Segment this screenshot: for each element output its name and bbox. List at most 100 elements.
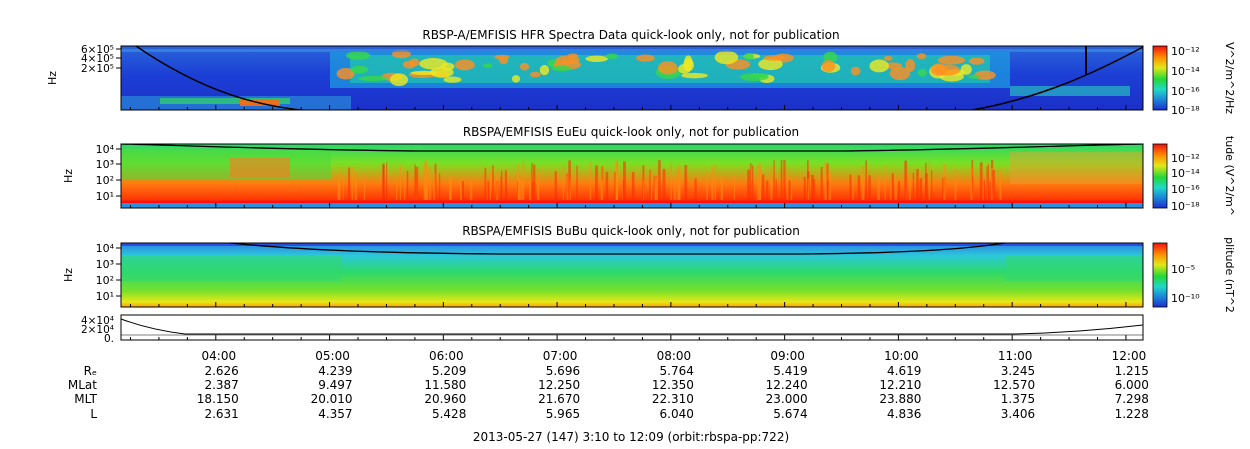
- ephemeris-value: 5.965: [546, 407, 580, 421]
- hfr-cbar-tick: 10⁻¹⁶: [1171, 85, 1200, 98]
- bubu-colorbar: 10⁻⁵ 10⁻¹⁰ plitude (nT^2: [1152, 237, 1236, 313]
- eueu-ytick-label: 10⁴: [96, 143, 115, 156]
- bubu-ylabel: Hz: [62, 268, 75, 282]
- line-ytick-label: 2×10⁴: [81, 324, 114, 336]
- eueu-panel: RBSPA/EMFISIS EuEu quick-look only, not …: [62, 125, 1236, 216]
- ephemeris-value: 4.619: [887, 364, 921, 378]
- x-tick-label: 04:00: [202, 349, 237, 363]
- ephemeris-value: 5.209: [432, 364, 466, 378]
- line-panel: 4×10⁴ 2×10⁴ 0.: [81, 314, 1144, 345]
- eueu-cbar-tick: 10⁻¹⁸: [1171, 200, 1200, 213]
- x-axis-labels: 04:00 05:00 06:00 07:00 08:00 09:00 10:00 11:00…: [202, 349, 1147, 363]
- eueu-ylabel: Hz: [62, 169, 75, 183]
- ephemeris-value: 20.960: [424, 392, 466, 406]
- hfr-title: RBSP-A/EMFISIS HFR Spectra Data quick-lo…: [422, 28, 839, 42]
- hfr-cbar-tick: 10⁻¹²: [1171, 45, 1200, 58]
- ephemeris-value: 12.210: [879, 378, 921, 392]
- hfr-colorbar: 10⁻¹² 10⁻¹⁴ 10⁻¹⁶ 10⁻¹⁸ V^2/m^2/Hz: [1152, 42, 1236, 117]
- ephemeris-value: 5.419: [773, 364, 807, 378]
- hfr-cbar-label: V^2/m^2/Hz: [1223, 42, 1236, 114]
- ephemeris-value: 21.670: [538, 392, 580, 406]
- ephemeris-value: 11.580: [424, 378, 466, 392]
- ephemeris-value: 12.250: [538, 378, 580, 392]
- bubu-ytick-label: 10¹: [96, 290, 114, 303]
- bubu-title: RBSPA/EMFISIS BuBu quick-look only, not …: [462, 224, 800, 238]
- hfr-yticks: 6×10⁵ 4×10⁵ 2×10⁵: [81, 44, 121, 75]
- ephemeris-value: 2.626: [204, 364, 238, 378]
- ephemeris-value: 1.375: [1001, 392, 1035, 406]
- ephemeris-value: 5.696: [546, 364, 580, 378]
- footer-caption: 2013-05-27 (147) 3:10 to 12:09 (orbit:rb…: [473, 430, 789, 444]
- x-tick-label: 07:00: [543, 349, 578, 363]
- ephemeris-row-label: MLat: [68, 378, 97, 392]
- ephemeris-row-label: Rₑ: [84, 364, 97, 378]
- bubu-panel: RBSPA/EMFISIS BuBu quick-look only, not …: [62, 224, 1236, 313]
- ephemeris-value: 7.298: [1115, 392, 1149, 406]
- ephemeris-value: 2.631: [204, 407, 238, 421]
- eueu-cbar-tick: 10⁻¹⁶: [1171, 183, 1200, 196]
- line-ytick-label: 0.: [104, 333, 114, 345]
- ephemeris-value: 20.010: [311, 392, 353, 406]
- ephemeris-value: 4.239: [318, 364, 352, 378]
- eueu-spectrogram: [121, 144, 1143, 208]
- bubu-yticks: 10⁴ 10³ 10² 10¹: [96, 242, 121, 303]
- ephemeris-value: 1.215: [1115, 364, 1149, 378]
- ephemeris-value: 18.150: [197, 392, 239, 406]
- bubu-cbar-label: plitude (nT^2: [1223, 237, 1236, 313]
- ephemeris-value: 9.497: [318, 378, 352, 392]
- x-tick-label: 11:00: [998, 349, 1033, 363]
- ephemeris-value: 6.040: [660, 407, 694, 421]
- hfr-ytick-label: 4×10⁵: [81, 53, 114, 65]
- eueu-ytick-label: 10²: [96, 174, 114, 187]
- eueu-title: RBSPA/EMFISIS EuEu quick-look only, not …: [463, 125, 799, 139]
- hfr-boundary-curve: [135, 46, 1143, 110]
- hfr-panel: RBSP-A/EMFISIS HFR Spectra Data quick-lo…: [46, 28, 1236, 117]
- eueu-cbar-tick: 10⁻¹²: [1171, 152, 1200, 165]
- ephemeris-value: 3.406: [1001, 407, 1035, 421]
- bubu-cbar-tick: 10⁻¹⁰: [1171, 292, 1200, 305]
- ephemeris-value: 12.570: [993, 378, 1035, 392]
- ephemeris-value: 4.836: [887, 407, 921, 421]
- eueu-boundary-curve: [121, 144, 1143, 152]
- eueu-ytick-label: 10¹: [96, 190, 114, 203]
- ephemeris-value: 5.764: [660, 364, 694, 378]
- bubu-spectrogram: [121, 243, 1143, 307]
- ephemeris-row-label: L: [90, 407, 97, 421]
- line-panel-trace: [120, 318, 1144, 335]
- eueu-cbar-tick: 10⁻¹⁴: [1171, 167, 1200, 180]
- bubu-ytick-label: 10²: [96, 274, 114, 287]
- hfr-cbar-tick: 10⁻¹⁴: [1171, 65, 1200, 78]
- eueu-cbar-label: tude (V^2/m^: [1223, 136, 1236, 216]
- ephemeris-value: 6.000: [1115, 378, 1149, 392]
- ephemeris-value: 23.000: [766, 392, 808, 406]
- ephemeris-value: 12.240: [766, 378, 808, 392]
- hfr-ytick-label: 2×10⁵: [81, 63, 114, 75]
- hfr-ytick-label: 6×10⁵: [81, 44, 114, 56]
- ephemeris-value: 23.880: [879, 392, 921, 406]
- ephemeris-value: 4.357: [318, 407, 352, 421]
- bubu-boundary-curve: [229, 242, 1006, 255]
- ephemeris-value: 3.245: [1001, 364, 1035, 378]
- x-tick-label: 08:00: [657, 349, 692, 363]
- ephemeris-value: 5.674: [773, 407, 807, 421]
- x-tick-label: 06:00: [429, 349, 464, 363]
- hfr-ylabel: Hz: [46, 71, 59, 85]
- x-tick-label: 09:00: [770, 349, 805, 363]
- ephemeris-value: 5.428: [432, 407, 466, 421]
- x-tick-label: 12:00: [1112, 349, 1147, 363]
- bubu-cbar-tick: 10⁻⁵: [1171, 263, 1195, 276]
- x-tick-label: 10:00: [884, 349, 919, 363]
- ephemeris-value: 12.350: [652, 378, 694, 392]
- bubu-ytick-label: 10⁴: [96, 242, 115, 255]
- ephemeris-value: 22.310: [652, 392, 694, 406]
- ephemeris-value: 2.387: [204, 378, 238, 392]
- hfr-cbar-tick: 10⁻¹⁸: [1171, 104, 1200, 117]
- ephemeris-value: 1.228: [1115, 407, 1149, 421]
- eueu-ytick-label: 10³: [96, 158, 114, 171]
- eueu-colorbar: 10⁻¹² 10⁻¹⁴ 10⁻¹⁶ 10⁻¹⁸ tude (V^2/m^: [1152, 136, 1236, 216]
- line-ytick-label: 4×10⁴: [81, 315, 114, 327]
- hfr-spectrogram: [121, 46, 1143, 110]
- eueu-yticks: 10⁴ 10³ 10² 10¹: [96, 143, 121, 203]
- x-tick-label: 05:00: [315, 349, 350, 363]
